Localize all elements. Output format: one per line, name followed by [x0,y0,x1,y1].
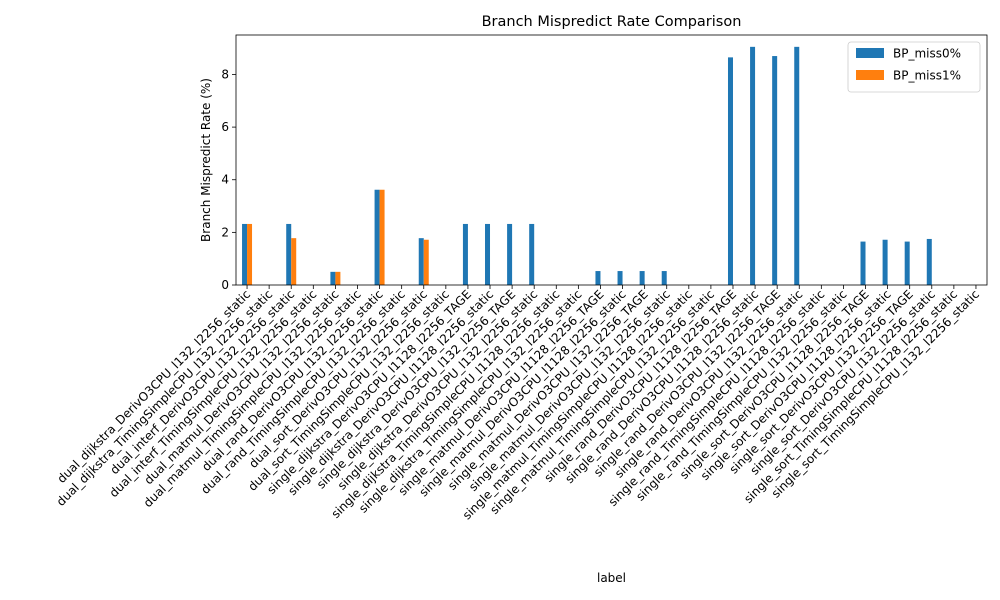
bar-bp-miss0-17 [617,271,623,285]
bar-bp-miss0-12 [507,223,513,285]
bar-bp-miss1-0 [247,223,253,285]
bar-bp-miss0-16 [595,271,601,285]
bar-bp-miss0-0 [242,223,248,285]
y-axis-label: Branch Mispredict Rate (%) [199,78,213,242]
bar-bp-miss0-8 [418,238,424,285]
y-tick-label: 0 [221,278,229,292]
bar-bp-miss0-29 [882,239,888,285]
plot-frame [235,34,988,286]
bars-group [242,46,932,286]
bar-bp-miss0-11 [485,223,491,285]
bar-bp-miss1-4 [335,271,341,285]
chart-title: Branch Mispredict Rate Comparison [482,14,742,30]
bar-bp-miss0-2 [286,223,292,285]
legend-label-bp-miss0: BP_miss0% [893,47,961,61]
bar-bp-miss0-31 [926,238,932,285]
y-tick-label: 4 [221,173,229,187]
bar-bp-miss0-24 [772,56,778,285]
x-axis-label: label [597,571,626,585]
bar-bp-miss0-4 [330,271,336,285]
bar-bp-miss1-8 [423,239,429,285]
bar-bp-miss0-10 [462,223,468,285]
y-ticks-group: 0 2 4 6 8 [221,67,236,292]
legend-swatch-bp-miss0 [856,48,884,58]
bar-bp-miss1-6 [379,189,385,285]
x-ticks-group: dual_dijkstra_DerivO3CPU_l132_l2256_stat… [54,285,982,522]
bar-bp-miss0-25 [794,46,800,286]
y-tick-label: 8 [221,67,229,81]
bar-bp-miss0-13 [529,223,535,285]
bar-bp-miss0-22 [727,57,733,286]
bar-bp-miss0-23 [750,46,756,286]
bar-bp-miss0-28 [860,241,866,285]
legend-label-bp-miss1: BP_miss1% [893,69,961,83]
legend: BP_miss0% BP_miss1% [847,41,981,93]
y-tick-label: 6 [221,120,229,134]
y-tick-label: 2 [221,225,229,239]
bar-bp-miss0-6 [374,189,380,285]
bar-bp-miss0-19 [661,271,667,285]
bar-bp-miss0-30 [904,241,910,285]
legend-swatch-bp-miss1 [856,70,884,80]
bar-bp-miss0-18 [639,271,645,285]
bar-bp-miss1-2 [291,238,297,285]
